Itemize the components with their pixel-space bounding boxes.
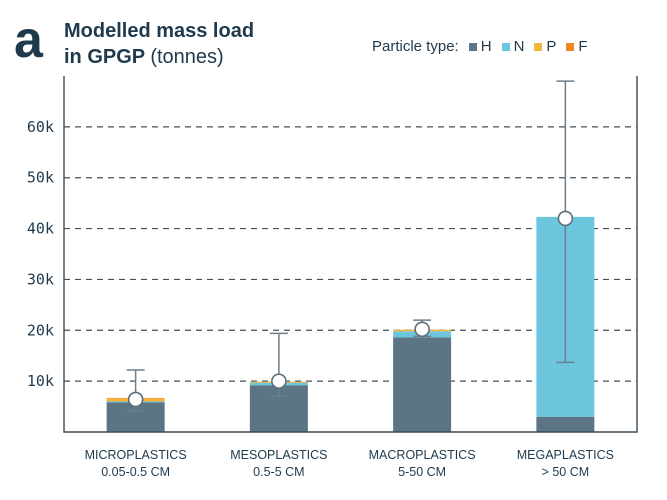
x-tick-label: MEGAPLASTICS [517, 448, 614, 462]
panel-label: a [14, 11, 43, 69]
y-tick-label: 20k [27, 321, 54, 339]
legend-item-h: H [468, 38, 492, 55]
x-tick-sublabel: > 50 CM [542, 465, 590, 479]
legend-key-f: F [578, 38, 588, 55]
estimate-marker [557, 210, 574, 227]
y-tick-label: 40k [27, 220, 54, 238]
legend-swatch-h [468, 42, 477, 51]
y-tick-label: 60k [27, 118, 54, 136]
x-tick-label: MICROPLASTICS [85, 448, 187, 462]
x-tick-label: MESOPLASTICS [230, 448, 327, 462]
legend-item-f: F [566, 38, 588, 55]
chart-title-line2: in GPGP (tonnes) [64, 44, 254, 70]
legend-item-n: N [501, 38, 525, 55]
estimate-marker [414, 321, 430, 338]
chart-title-line1: Modelled mass load [64, 20, 255, 42]
estimate-marker [127, 391, 144, 408]
chart-title-line2-bold: in GPGP [64, 46, 145, 68]
x-tick-sublabel: 0.5-5 CM [253, 465, 304, 479]
legend-key-h: H [480, 38, 492, 55]
legend-key-n: N [513, 38, 525, 55]
y-tick-label: 30k [27, 270, 54, 288]
legend-swatch-f [566, 42, 575, 51]
legend: Particle type: H N P F [372, 38, 588, 55]
legend-swatch-n [501, 42, 510, 51]
y-tick-label: 10k [27, 372, 54, 390]
bar-segment-h [393, 337, 452, 432]
legend-item-p: P [534, 38, 556, 55]
chart-title: Modelled mass load in GPGP (tonnes) [64, 18, 254, 70]
x-tick-sublabel: 5-50 CM [398, 465, 446, 479]
x-tick-label: MACROPLASTICS [369, 448, 476, 462]
legend-key-p: P [546, 38, 557, 55]
y-tick-label: 50k [27, 169, 54, 187]
legend-label: Particle type: [372, 38, 459, 55]
chart-title-units: (tonnes) [150, 46, 224, 68]
x-tick-sublabel: 0.05-0.5 CM [101, 465, 170, 479]
legend-swatch-p [534, 42, 543, 51]
estimate-marker [271, 373, 287, 389]
bar-segment-h [536, 416, 595, 432]
plot-frame [63, 76, 638, 433]
